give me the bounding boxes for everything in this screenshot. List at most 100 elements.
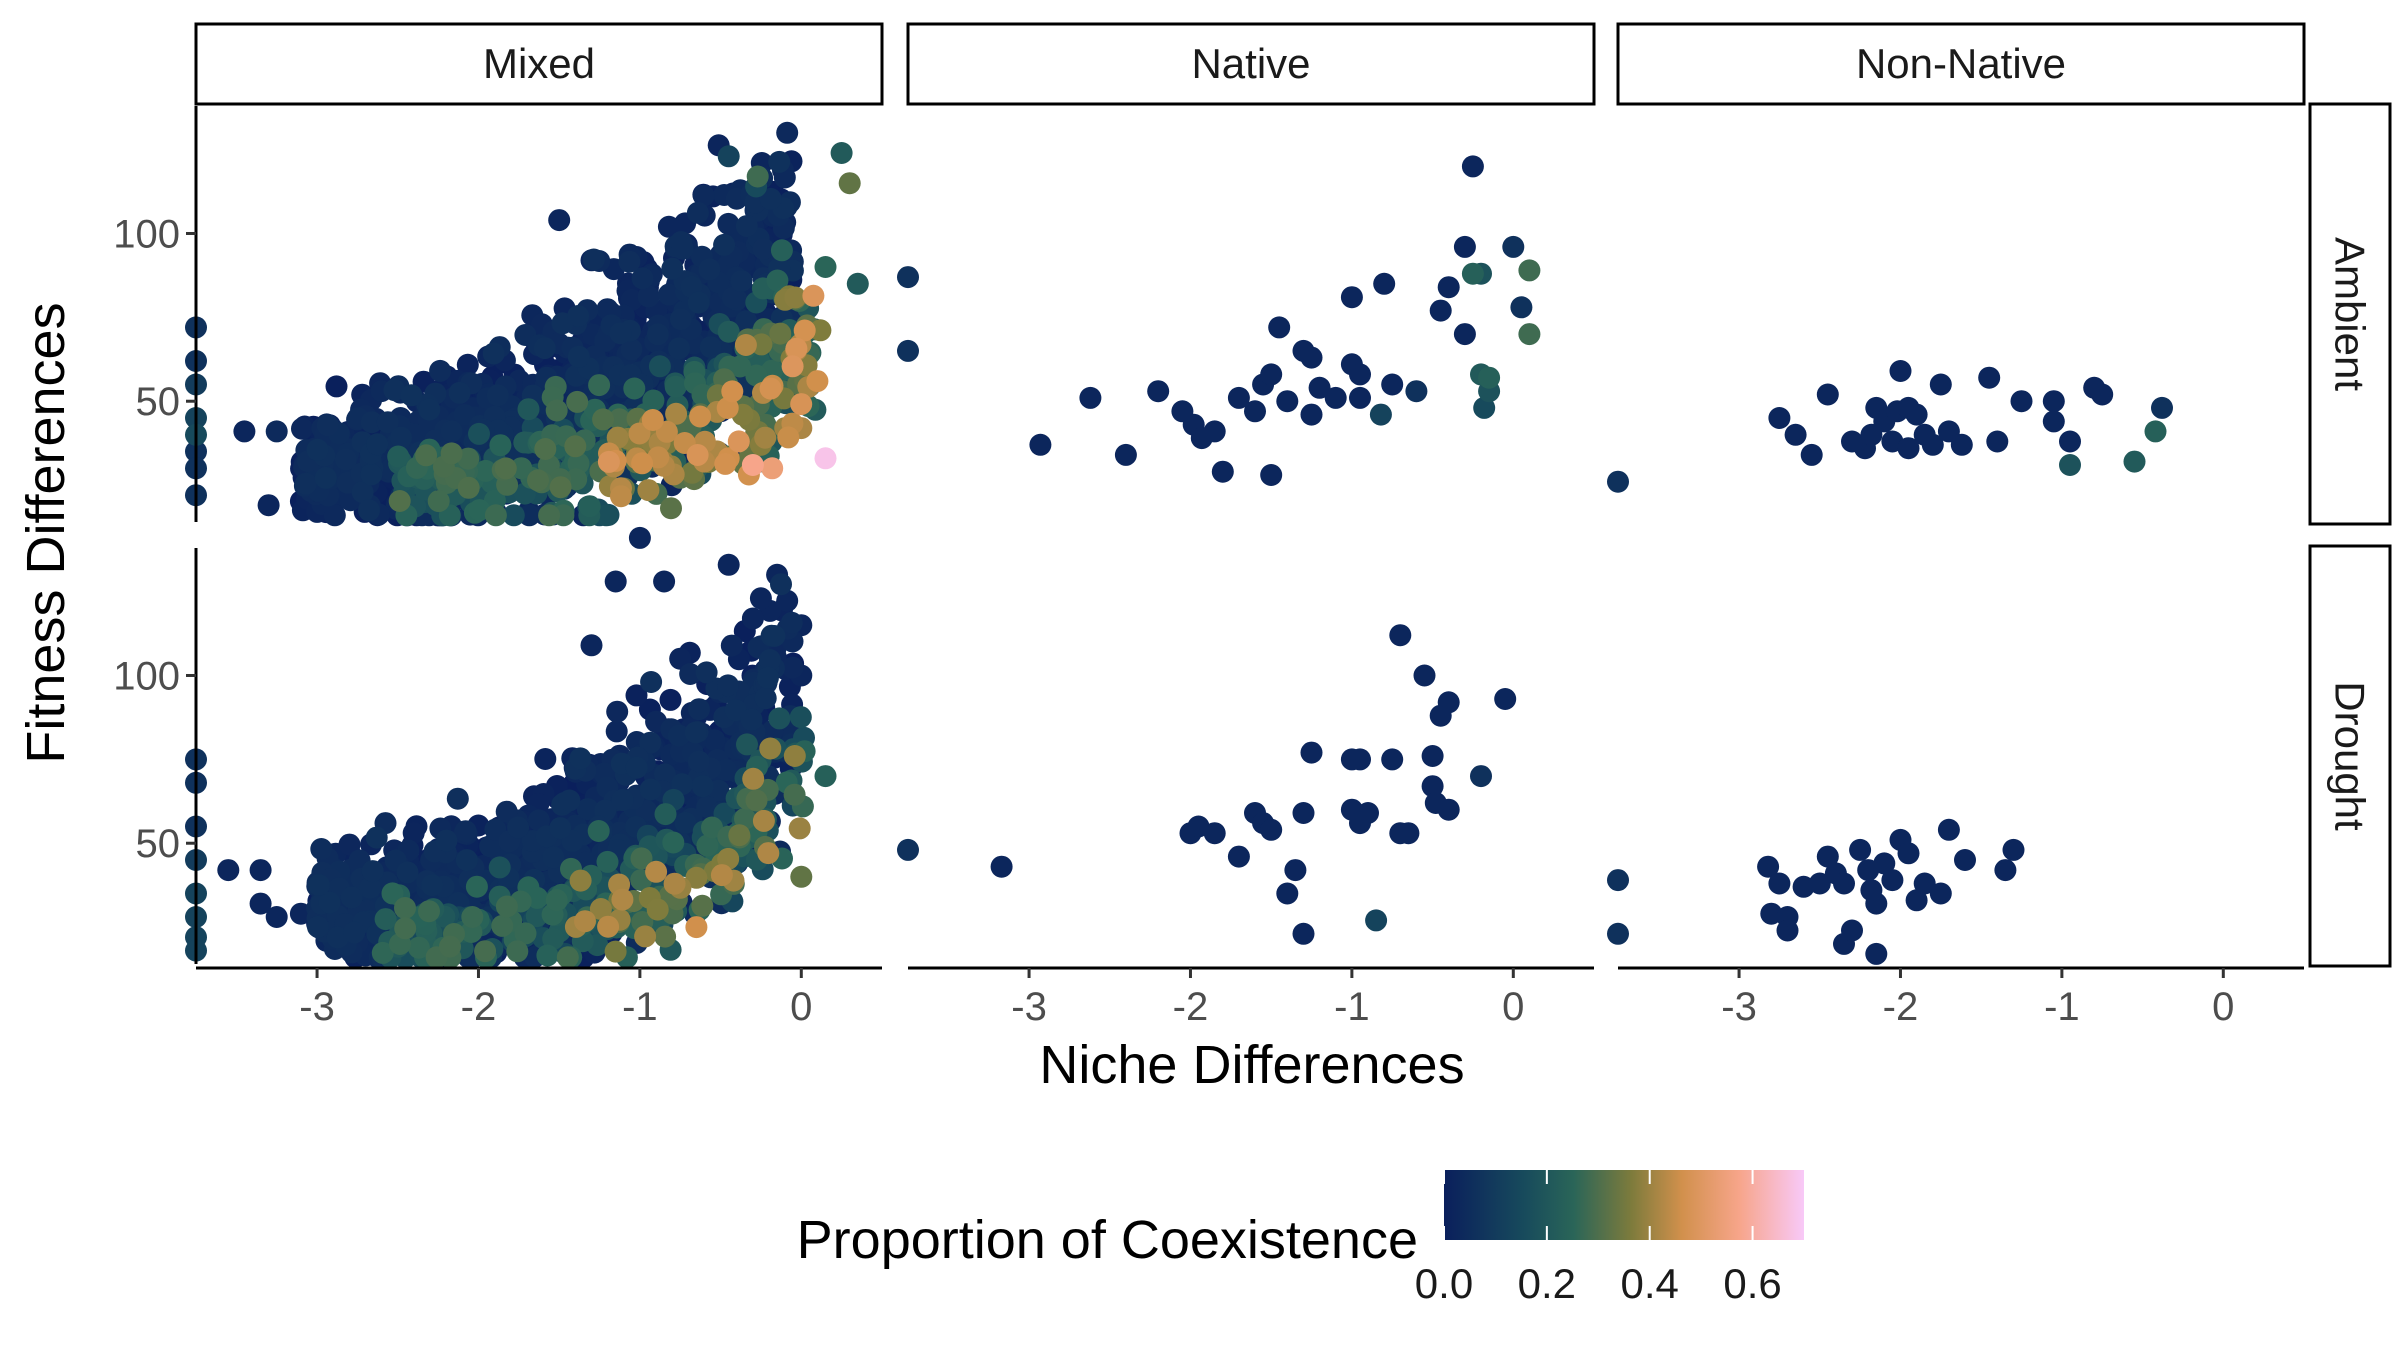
data-point	[1381, 748, 1404, 771]
data-point	[455, 849, 478, 872]
data-point	[721, 380, 744, 403]
data-point	[592, 408, 615, 431]
data-point	[556, 946, 579, 969]
data-point	[360, 411, 383, 434]
data-point	[631, 267, 654, 290]
data-point	[1365, 909, 1388, 932]
data-point	[897, 339, 919, 362]
data-point	[608, 408, 631, 431]
data-point	[402, 822, 425, 844]
data-point	[1437, 798, 1460, 821]
panel-native-ambient	[897, 155, 1541, 486]
data-point	[1397, 822, 1420, 845]
data-point	[2091, 383, 2114, 406]
data-point	[597, 915, 620, 938]
data-point	[830, 142, 853, 164]
data-point	[400, 384, 423, 407]
data-point	[1349, 363, 1371, 386]
data-point	[730, 270, 753, 292]
data-point	[1816, 845, 1839, 868]
data-point	[257, 494, 280, 517]
data-point	[720, 634, 743, 657]
data-point	[1757, 855, 1780, 878]
data-point	[1357, 802, 1379, 824]
data-point	[667, 724, 690, 747]
data-point	[494, 457, 517, 480]
data-point	[1389, 624, 1412, 647]
data-point	[637, 479, 660, 502]
data-point	[660, 497, 682, 520]
panel-mixed-drought	[185, 526, 837, 969]
data-point	[310, 838, 333, 860]
x-tick-label: -3	[1721, 985, 1757, 1029]
data-point	[689, 405, 712, 428]
data-point	[233, 420, 256, 443]
data-point	[631, 452, 654, 475]
data-point	[1421, 745, 1444, 767]
data-point	[662, 831, 685, 854]
data-point	[1461, 262, 1484, 285]
data-point	[440, 442, 463, 465]
data-point	[761, 457, 784, 480]
panel-non-native-drought	[1607, 818, 2025, 965]
data-point	[526, 886, 549, 909]
data-point	[1784, 423, 1807, 446]
data-point	[1921, 433, 1944, 456]
data-point	[597, 450, 620, 473]
data-point	[727, 430, 750, 453]
data-point	[542, 927, 565, 950]
data-point	[637, 285, 660, 308]
data-point	[814, 765, 837, 788]
data-point	[897, 838, 919, 861]
data-point	[742, 767, 765, 790]
data-point	[394, 897, 416, 919]
data-point	[1324, 386, 1347, 409]
data-point	[307, 915, 329, 938]
data-point	[1494, 688, 1517, 710]
colorbar-legend: Proportion of Coexistence 0.0 0.2 0.4 0.6	[797, 1170, 1804, 1307]
data-point	[360, 463, 383, 486]
data-point	[809, 319, 832, 342]
x-tick-label: 0	[790, 985, 812, 1029]
facet-label-native: Native	[1191, 40, 1310, 87]
data-point	[781, 355, 804, 378]
data-point	[789, 706, 812, 729]
data-point	[383, 379, 406, 402]
data-point	[770, 239, 793, 262]
data-point	[639, 731, 662, 754]
data-point	[1954, 849, 1976, 871]
data-point	[514, 922, 537, 945]
data-point	[587, 820, 610, 842]
data-point	[1340, 286, 1363, 309]
data-point	[542, 846, 565, 869]
data-point	[769, 322, 792, 345]
data-point	[323, 504, 346, 527]
data-point	[1349, 748, 1371, 771]
data-point	[1808, 872, 1831, 895]
data-point	[454, 820, 477, 843]
data-point	[814, 447, 837, 470]
data-point	[265, 906, 288, 928]
data-point	[699, 336, 722, 359]
data-point	[665, 402, 688, 425]
data-point	[752, 809, 775, 832]
facet-strip-col-1	[906, 22, 1596, 106]
data-point	[316, 414, 339, 437]
data-point	[1203, 822, 1226, 845]
data-point	[1461, 155, 1484, 178]
data-point	[366, 433, 389, 456]
data-point	[1978, 366, 2001, 389]
x-tick-label: -3	[299, 985, 335, 1029]
data-point	[2002, 838, 2025, 861]
data-point	[1937, 818, 1960, 841]
data-point	[1453, 235, 1476, 258]
data-point	[1453, 323, 1476, 346]
data-point	[1268, 316, 1291, 339]
data-point	[657, 283, 680, 306]
data-point	[2042, 390, 2065, 413]
data-point	[576, 798, 599, 821]
data-point	[741, 454, 764, 476]
data-point	[721, 286, 744, 309]
data-point	[1881, 869, 1904, 892]
